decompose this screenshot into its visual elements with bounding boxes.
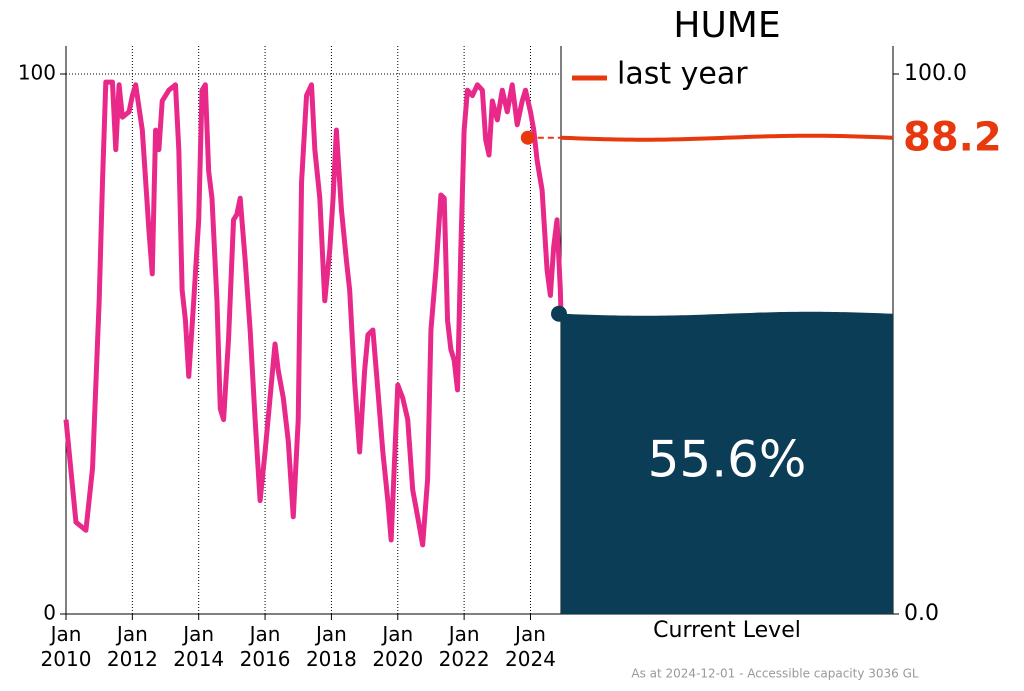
footnote: As at 2024-12-01 - Accessible capacity 3… bbox=[631, 667, 919, 681]
y-tick-label: 0 bbox=[43, 601, 56, 625]
x-tick-label: Jan 2010 bbox=[40, 622, 92, 671]
x-tick-label: Jan 2024 bbox=[505, 622, 556, 671]
x-tick-label: Jan 2018 bbox=[305, 622, 357, 671]
current-level-value: 55.6% bbox=[648, 431, 807, 489]
y2-tick-label: 100.0 bbox=[904, 61, 967, 86]
y-tick-label: 100 bbox=[18, 61, 56, 85]
last-year-line bbox=[560, 133, 894, 142]
x-tick-label: Jan 2012 bbox=[106, 622, 158, 671]
x-tick-label: Jan 2014 bbox=[173, 622, 225, 671]
y2-tick-label: 0.0 bbox=[904, 601, 939, 626]
x-tick-label: Jan 2020 bbox=[372, 622, 424, 671]
chart-title: HUME bbox=[673, 5, 780, 46]
legend-label: last year bbox=[617, 57, 748, 92]
x-tick-label: Jan 2016 bbox=[239, 622, 291, 671]
last-year-value: 88.2 bbox=[903, 115, 1002, 161]
x-tick-label: Jan 2022 bbox=[438, 622, 490, 671]
last-year-marker bbox=[520, 130, 535, 145]
current-level-label: Current Level bbox=[653, 618, 801, 643]
line-series bbox=[63, 79, 564, 548]
current-level-fill bbox=[561, 311, 893, 614]
